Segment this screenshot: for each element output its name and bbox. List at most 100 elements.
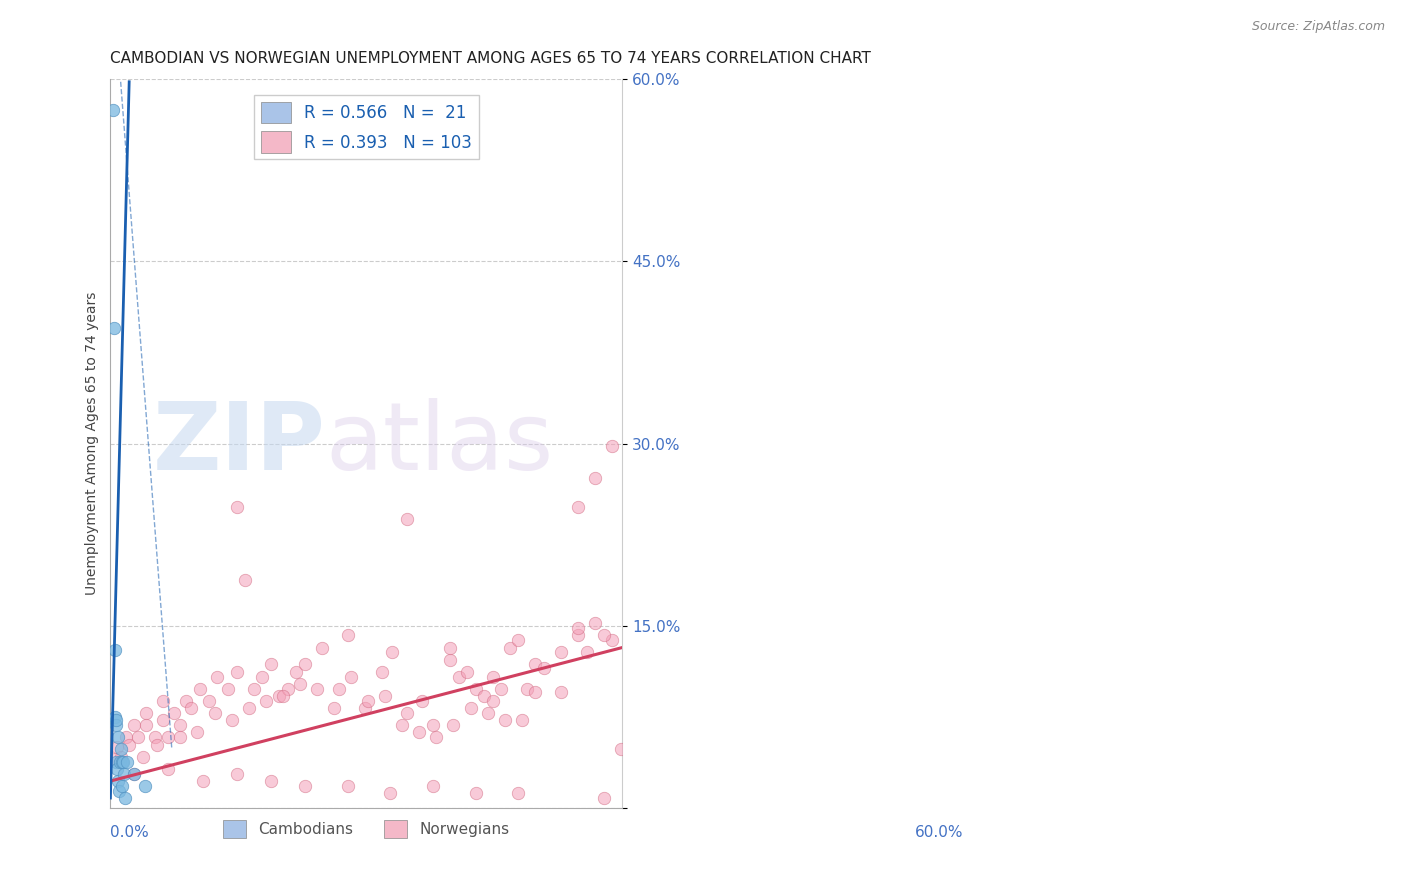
Point bbox=[135, 706, 157, 720]
Point bbox=[146, 738, 169, 752]
Point bbox=[186, 725, 208, 739]
Text: Source: ZipAtlas.com: Source: ZipAtlas.com bbox=[1251, 20, 1385, 33]
Point bbox=[104, 718, 127, 732]
Point bbox=[456, 665, 478, 679]
Point bbox=[567, 500, 589, 514]
Point bbox=[472, 689, 495, 703]
Point bbox=[489, 681, 512, 696]
Point bbox=[107, 774, 129, 789]
Point bbox=[103, 321, 125, 335]
Point bbox=[583, 470, 606, 484]
Point bbox=[117, 755, 139, 769]
Point bbox=[600, 439, 623, 453]
Point bbox=[508, 633, 530, 648]
Point bbox=[260, 657, 283, 672]
Point bbox=[271, 689, 294, 703]
Point bbox=[188, 681, 211, 696]
Point bbox=[124, 718, 146, 732]
Point bbox=[464, 681, 486, 696]
Point bbox=[575, 645, 598, 659]
Text: 0.0%: 0.0% bbox=[111, 825, 149, 840]
Point bbox=[609, 742, 631, 756]
Point bbox=[499, 640, 522, 655]
Point bbox=[381, 645, 404, 659]
Point bbox=[567, 628, 589, 642]
Point bbox=[524, 657, 547, 672]
Text: ZIP: ZIP bbox=[153, 398, 325, 490]
Point bbox=[169, 731, 191, 745]
Point bbox=[225, 766, 247, 780]
Point bbox=[477, 706, 499, 720]
Point bbox=[254, 694, 277, 708]
Point bbox=[111, 779, 134, 793]
Point bbox=[592, 791, 614, 805]
Point bbox=[285, 665, 308, 679]
Point bbox=[104, 709, 127, 723]
Point bbox=[294, 657, 316, 672]
Point bbox=[135, 718, 157, 732]
Point bbox=[191, 774, 214, 789]
Point bbox=[336, 628, 359, 642]
Point bbox=[242, 681, 264, 696]
Point bbox=[174, 694, 197, 708]
Point bbox=[118, 738, 141, 752]
Point bbox=[132, 749, 155, 764]
Point bbox=[510, 714, 533, 728]
Point bbox=[238, 701, 260, 715]
Point bbox=[524, 685, 547, 699]
Point bbox=[157, 762, 180, 776]
Point bbox=[152, 694, 174, 708]
Point bbox=[408, 725, 430, 739]
Point bbox=[112, 766, 135, 780]
Point bbox=[110, 749, 132, 764]
Point bbox=[340, 670, 363, 684]
Point bbox=[533, 661, 555, 675]
Point bbox=[134, 779, 156, 793]
Text: atlas: atlas bbox=[325, 398, 554, 490]
Point bbox=[169, 718, 191, 732]
Point bbox=[180, 701, 202, 715]
Point bbox=[269, 689, 291, 703]
Point bbox=[233, 573, 256, 587]
Point bbox=[197, 694, 219, 708]
Point bbox=[110, 755, 132, 769]
Point bbox=[114, 791, 136, 805]
Point bbox=[380, 786, 402, 800]
Point bbox=[353, 701, 375, 715]
Point bbox=[508, 786, 530, 800]
Point bbox=[411, 694, 433, 708]
Point bbox=[447, 670, 470, 684]
Point bbox=[422, 718, 444, 732]
Point bbox=[328, 681, 350, 696]
Point bbox=[105, 762, 128, 776]
Point bbox=[460, 701, 482, 715]
Point bbox=[104, 752, 127, 766]
Point bbox=[110, 742, 132, 756]
Point bbox=[114, 731, 136, 745]
Point bbox=[217, 681, 239, 696]
Point bbox=[481, 670, 503, 684]
Point bbox=[205, 670, 228, 684]
Point bbox=[464, 786, 486, 800]
Point bbox=[396, 706, 419, 720]
Point bbox=[288, 677, 311, 691]
Point bbox=[323, 701, 346, 715]
Point bbox=[567, 621, 589, 635]
Point bbox=[583, 616, 606, 631]
Point bbox=[163, 706, 186, 720]
Point bbox=[357, 694, 380, 708]
Point bbox=[143, 731, 166, 745]
Point bbox=[225, 500, 247, 514]
Point bbox=[107, 731, 129, 745]
Point bbox=[422, 779, 444, 793]
Point bbox=[124, 766, 146, 780]
Point bbox=[374, 689, 396, 703]
Point bbox=[550, 685, 572, 699]
Point bbox=[225, 665, 247, 679]
Point bbox=[425, 731, 447, 745]
Point bbox=[260, 774, 283, 789]
Point bbox=[108, 783, 131, 797]
Point bbox=[371, 665, 394, 679]
Point bbox=[600, 633, 623, 648]
Point bbox=[104, 643, 127, 657]
